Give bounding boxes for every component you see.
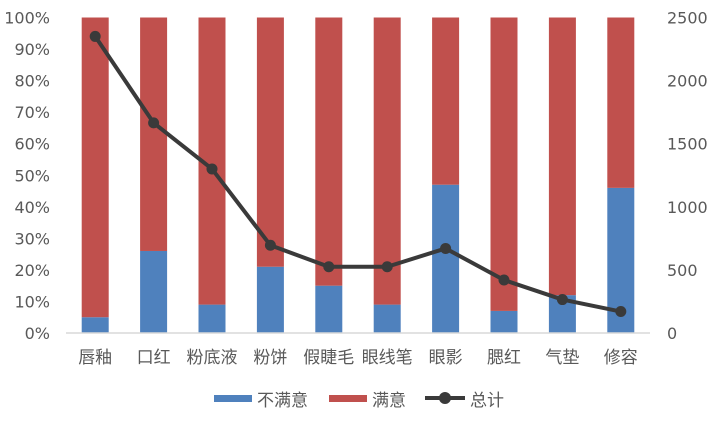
left-axis-tick: 10% bbox=[14, 292, 50, 311]
right-axis-tick: 2500 bbox=[667, 9, 708, 28]
left-axis-tick: 80% bbox=[14, 72, 50, 91]
stacked-bars bbox=[81, 17, 635, 333]
left-axis-tick: 0% bbox=[25, 324, 50, 343]
x-axis-category-label: 唇釉 bbox=[78, 348, 112, 368]
line-marker-icon[interactable] bbox=[498, 274, 510, 286]
bar-satisfied[interactable] bbox=[81, 17, 109, 318]
legend-swatch-blue bbox=[214, 394, 252, 402]
bar-satisfied[interactable] bbox=[315, 17, 343, 286]
line-marker-icon[interactable] bbox=[323, 261, 335, 273]
bar-unsatisfied[interactable] bbox=[432, 184, 460, 333]
left-axis-tick: 90% bbox=[14, 40, 50, 59]
x-axis-category-label: 修容 bbox=[604, 348, 638, 368]
bar-unsatisfied[interactable] bbox=[315, 285, 343, 333]
left-axis-tick: 60% bbox=[14, 135, 50, 154]
legend: 不满意 满意 总计 bbox=[0, 384, 709, 412]
legend-line-marker-icon bbox=[425, 391, 465, 405]
x-axis-category-label: 腮红 bbox=[487, 348, 521, 368]
left-axis-tick: 40% bbox=[14, 198, 50, 217]
line-marker-icon[interactable] bbox=[206, 163, 218, 175]
bar-unsatisfied[interactable] bbox=[490, 310, 518, 333]
right-axis-tick: 1000 bbox=[667, 198, 708, 217]
right-axis-tick: 0 bbox=[667, 324, 677, 343]
bar-unsatisfied[interactable] bbox=[81, 317, 109, 333]
x-axis-category-label: 眼线笔 bbox=[362, 348, 413, 368]
left-axis-tick: 20% bbox=[14, 261, 50, 280]
right-axis-tick: 2000 bbox=[667, 72, 708, 91]
right-y-axis: 0 500 1000 1500 2000 2500 bbox=[667, 9, 708, 344]
legend-label: 总计 bbox=[470, 390, 504, 411]
bar-satisfied[interactable] bbox=[432, 17, 460, 185]
x-axis-category-label: 假睫毛 bbox=[303, 348, 354, 368]
line-marker-icon[interactable] bbox=[615, 306, 627, 318]
x-axis-category-label: 气垫 bbox=[545, 348, 579, 368]
x-axis-category-label: 眼影 bbox=[429, 348, 463, 368]
bar-unsatisfied[interactable] bbox=[198, 304, 226, 333]
bar-satisfied[interactable] bbox=[490, 17, 518, 311]
bar-unsatisfied[interactable] bbox=[256, 266, 284, 333]
legend-item-satisfied[interactable]: 满意 bbox=[329, 384, 406, 412]
left-axis-tick: 70% bbox=[14, 103, 50, 122]
bar-unsatisfied[interactable] bbox=[140, 250, 168, 333]
legend-label: 满意 bbox=[372, 390, 406, 411]
bar-satisfied[interactable] bbox=[373, 17, 401, 305]
x-axis-category-label: 口红 bbox=[137, 348, 171, 368]
x-axis-category-label: 粉饼 bbox=[253, 348, 287, 368]
left-axis-tick: 50% bbox=[14, 166, 50, 185]
line-marker-icon[interactable] bbox=[381, 261, 393, 273]
bar-unsatisfied[interactable] bbox=[373, 304, 401, 333]
left-axis-tick: 100% bbox=[4, 9, 50, 28]
bar-satisfied[interactable] bbox=[607, 17, 635, 188]
legend-item-unsatisfied[interactable]: 不满意 bbox=[214, 384, 308, 412]
line-marker-icon[interactable] bbox=[556, 294, 568, 306]
line-marker-icon[interactable] bbox=[89, 30, 101, 42]
legend-label: 不满意 bbox=[257, 390, 308, 411]
total-line bbox=[93, 35, 622, 314]
bar-satisfied[interactable] bbox=[256, 17, 284, 267]
line-marker-icon[interactable] bbox=[440, 242, 452, 254]
bar-satisfied[interactable] bbox=[140, 17, 168, 251]
legend-swatch-red bbox=[329, 394, 367, 402]
x-axis-categories: 唇釉 口红 粉底液 粉饼 假睫毛 眼线笔 眼影 腮红 气垫 修容 bbox=[78, 348, 638, 368]
right-axis-tick: 1500 bbox=[667, 135, 708, 154]
total-line-series bbox=[89, 30, 627, 318]
left-y-axis: 0% 10% 20% 30% 40% 50% 60% 70% 80% 90% 100% bbox=[4, 9, 50, 344]
x-axis-category-label: 粉底液 bbox=[187, 348, 238, 368]
legend-item-total[interactable]: 总计 bbox=[425, 384, 504, 412]
line-marker-icon[interactable] bbox=[264, 239, 276, 251]
right-axis-tick: 500 bbox=[667, 261, 698, 280]
bar-satisfied[interactable] bbox=[548, 17, 576, 296]
line-marker-icon[interactable] bbox=[148, 117, 160, 129]
left-axis-tick: 30% bbox=[14, 229, 50, 248]
